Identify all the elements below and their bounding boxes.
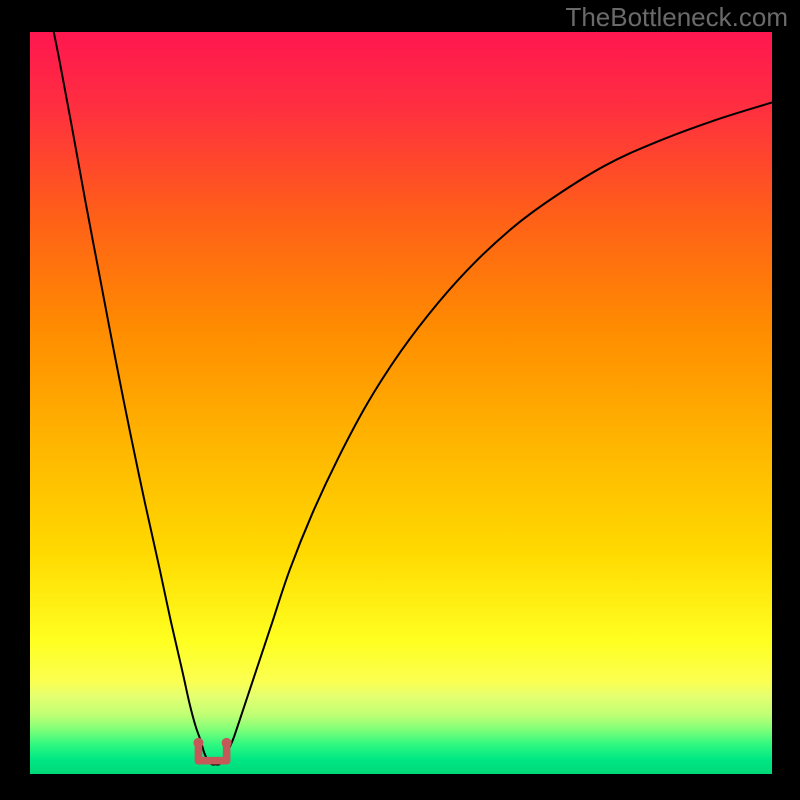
plot-area xyxy=(30,32,772,774)
marker-connector xyxy=(195,757,231,765)
marker-point xyxy=(222,738,232,748)
watermark-text: TheBottleneck.com xyxy=(565,2,788,33)
marker-point xyxy=(193,738,203,748)
gradient-background xyxy=(30,32,772,774)
chart-container: TheBottleneck.com xyxy=(0,0,800,800)
plot-svg xyxy=(30,32,772,774)
